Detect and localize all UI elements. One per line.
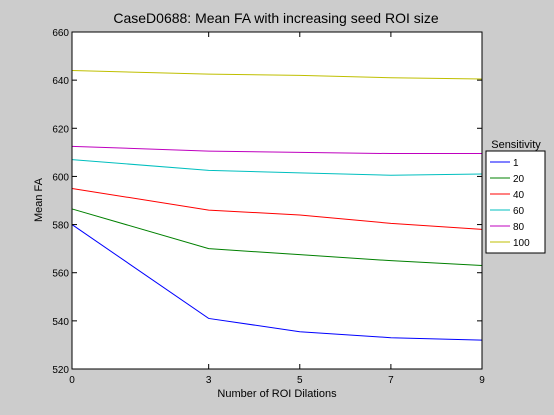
series-line-40 xyxy=(71,187,483,230)
series-line-1 xyxy=(71,224,483,341)
legend-label-1: 1 xyxy=(513,158,519,169)
y-tick-label: 560 xyxy=(52,269,69,280)
plot-area xyxy=(72,32,482,369)
series-line-80 xyxy=(71,145,482,155)
x-tick-label: 3 xyxy=(206,375,212,386)
axes-layer: 0 3 5 7 9 520 540 560 580 600 620 640 660 xyxy=(52,28,485,386)
axes-box xyxy=(71,31,483,370)
legend-label-40: 40 xyxy=(513,190,525,201)
x-tick-label: 9 xyxy=(479,375,485,386)
legend-label-100: 100 xyxy=(513,238,530,249)
y-tick-label: 660 xyxy=(52,28,69,39)
y-tick-label: 580 xyxy=(52,221,69,232)
y-axis-label: Mean FA xyxy=(33,177,45,222)
series-layer xyxy=(71,70,483,341)
legend-box xyxy=(485,150,546,254)
y-tick-label: 600 xyxy=(52,172,69,183)
series-line-20 xyxy=(71,208,483,266)
x-tick-label: 0 xyxy=(69,375,75,386)
y-tick-label: 640 xyxy=(52,76,69,87)
series-line-100 xyxy=(71,70,483,80)
chart-title: CaseD0688: Mean FA with increasing seed … xyxy=(113,10,438,26)
series-line-60 xyxy=(71,159,483,176)
legend: 1 20 40 60 80 100 xyxy=(485,150,546,254)
legend-label-20: 20 xyxy=(513,174,525,185)
y-tick-label: 520 xyxy=(52,365,69,376)
legend-label-60: 60 xyxy=(513,206,525,217)
legend-label-80: 80 xyxy=(513,222,525,233)
legend-title: Sensitivity xyxy=(491,139,541,151)
x-axis-label: Number of ROI Dilations xyxy=(217,388,337,400)
y-tick-label: 540 xyxy=(52,317,69,328)
y-tick-label: 620 xyxy=(52,124,69,135)
x-tick-label: 5 xyxy=(297,375,303,386)
x-tick-label: 7 xyxy=(388,375,394,386)
